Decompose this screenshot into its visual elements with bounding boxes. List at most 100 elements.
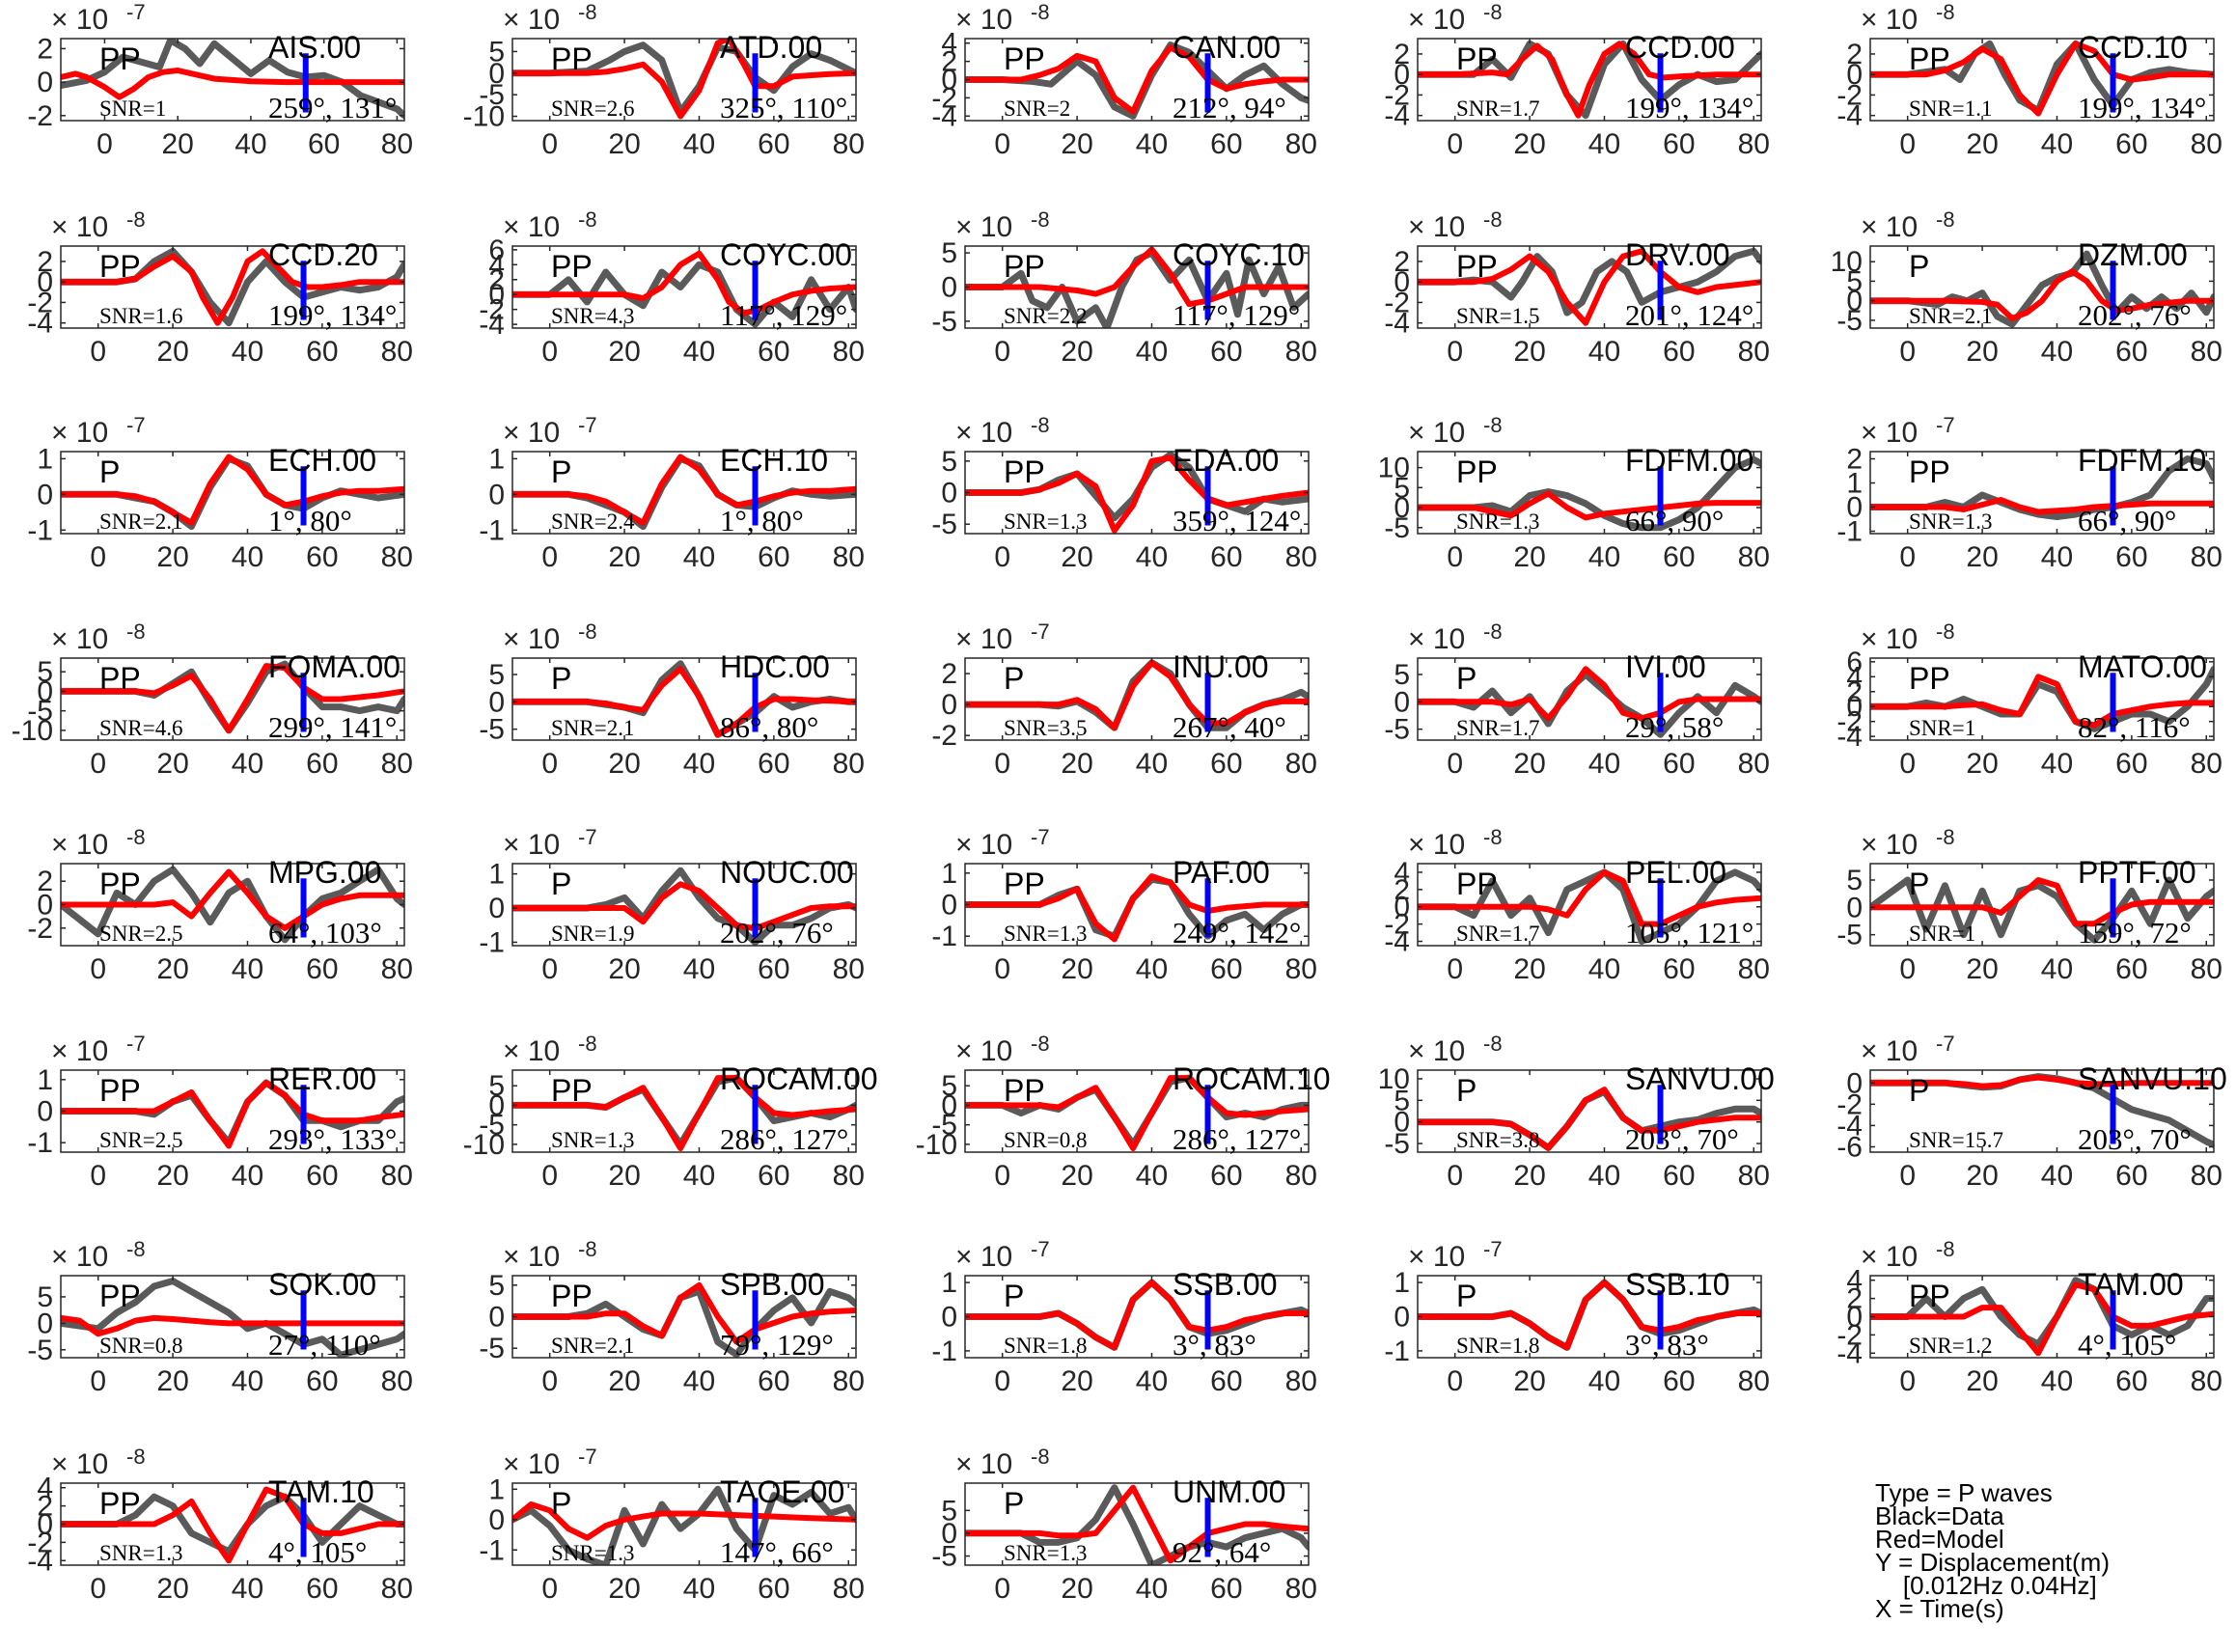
axis-exponent: × 10 [1408, 829, 1465, 861]
snr-label: SNR=1.3 [99, 1541, 182, 1565]
y-tick-label: 0 [37, 1096, 53, 1128]
y-tick-label: -4 [1836, 1337, 1863, 1369]
y-tick-label: 2 [1846, 39, 1863, 70]
model-trace [965, 1484, 1309, 1564]
x-tick-label: 0 [1899, 541, 1916, 573]
y-tick-label: 1 [488, 859, 505, 891]
axis-exponent-power: -7 [126, 413, 146, 437]
axis-exponent-power: -8 [1483, 825, 1503, 849]
axis-exponent: × 10 [955, 1241, 1012, 1273]
snr-label: SNR=2.4 [551, 509, 635, 534]
x-tick-label: 40 [683, 1160, 715, 1192]
y-tick-label: -2 [27, 100, 53, 132]
snr-label: SNR=0.8 [99, 1334, 182, 1358]
station-label: ROCAM.00 [720, 1061, 878, 1096]
plot-area [1870, 1277, 2214, 1357]
x-tick-label: 60 [1210, 128, 1242, 160]
plot-area [965, 1279, 1309, 1351]
station-label: ATD.00 [720, 30, 822, 65]
station-label: DRV.00 [1625, 237, 1730, 272]
y-tick-label: -5 [1836, 305, 1863, 337]
plot-area [1870, 40, 2214, 117]
phase-label: PP [551, 249, 593, 284]
x-tick-label: 0 [1447, 128, 1463, 160]
y-tick-label: -10 [12, 715, 53, 747]
y-tick-label: -2 [931, 82, 957, 114]
model-trace [512, 454, 856, 526]
data-trace [61, 39, 404, 120]
angle-label: 286°, 127° [720, 1122, 848, 1156]
x-tick-label: 20 [608, 748, 640, 780]
station-label: SSB.00 [1173, 1267, 1278, 1302]
x-tick-label: 0 [1447, 1160, 1463, 1192]
model-trace [1870, 41, 2214, 117]
axis-exponent: × 10 [503, 1241, 560, 1273]
axis-exponent-power: -7 [1483, 1237, 1503, 1261]
x-tick-label: 60 [306, 748, 338, 780]
plot-area [1418, 247, 1761, 326]
data-trace [61, 1278, 404, 1358]
snr-label: SNR=2.6 [551, 96, 634, 121]
station-label: INU.00 [1173, 649, 1269, 684]
x-tick-label: 0 [541, 748, 558, 780]
axis-exponent-power: -8 [1936, 825, 1955, 849]
axis-exponent-power: -7 [1031, 825, 1050, 849]
x-tick-label: 80 [1285, 128, 1317, 160]
station-label: SANVU.10 [2078, 1061, 2227, 1096]
y-tick-label: 0 [941, 1089, 957, 1121]
x-tick-label: 40 [1588, 1160, 1620, 1192]
phase-label: P [551, 867, 571, 901]
angle-label: 4°, 105° [268, 1535, 367, 1569]
snr-label: SNR=1 [99, 96, 166, 121]
axis-exponent-power: -7 [1031, 620, 1050, 644]
snr-label: SNR=1.3 [551, 1541, 634, 1565]
station-label: SPB.00 [720, 1267, 825, 1302]
angle-label: 29°, 58° [1625, 710, 1724, 744]
x-tick-label: 60 [758, 1365, 789, 1397]
x-tick-label: 80 [381, 748, 413, 780]
model-trace [61, 663, 404, 733]
plot-area [1418, 666, 1761, 738]
data-trace [512, 1287, 856, 1358]
snr-label: SNR=1.7 [1456, 96, 1539, 121]
angle-label: 203°, 70° [1625, 1122, 1739, 1156]
snr-label: SNR=1.2 [1909, 1334, 1992, 1358]
y-tick-label: -4 [1384, 100, 1410, 132]
x-tick-label: 40 [232, 748, 263, 780]
snr-label: SNR=3.8 [1456, 1128, 1539, 1152]
station-label: RER.00 [268, 1061, 376, 1096]
x-tick-label: 40 [683, 336, 715, 368]
station-label: UNM.00 [1173, 1474, 1285, 1509]
y-tick-label: 0 [488, 279, 505, 311]
axis-exponent-power: -8 [1936, 0, 1955, 24]
y-tick-label: 5 [37, 1281, 53, 1313]
station-label: EDA.00 [1173, 443, 1279, 478]
y-tick-label: -4 [27, 1545, 53, 1577]
x-tick-label: 60 [1210, 1160, 1242, 1192]
y-tick-label: -2 [1384, 909, 1410, 941]
snr-label: SNR=1.8 [1456, 1334, 1539, 1358]
angle-label: 267°, 40° [1173, 710, 1286, 744]
axis-exponent: × 10 [1408, 417, 1465, 449]
x-tick-label: 0 [90, 336, 106, 368]
y-tick-label: -5 [931, 1541, 957, 1573]
plot-area [1418, 1279, 1761, 1351]
phase-label: P [1456, 661, 1477, 696]
axis-exponent: × 10 [51, 417, 108, 449]
y-tick-label: -5 [931, 1110, 957, 1142]
model-trace [1418, 1280, 1761, 1351]
axis-exponent: × 10 [503, 623, 560, 655]
y-tick-label: 0 [941, 689, 957, 721]
y-tick-label: 0 [1394, 892, 1410, 923]
plot-area [1870, 250, 2214, 328]
y-tick-label: 1 [941, 858, 957, 890]
snr-label: SNR=1.1 [1909, 96, 1992, 121]
axes-box [1417, 1069, 1762, 1153]
phase-label: P [1004, 1279, 1024, 1313]
